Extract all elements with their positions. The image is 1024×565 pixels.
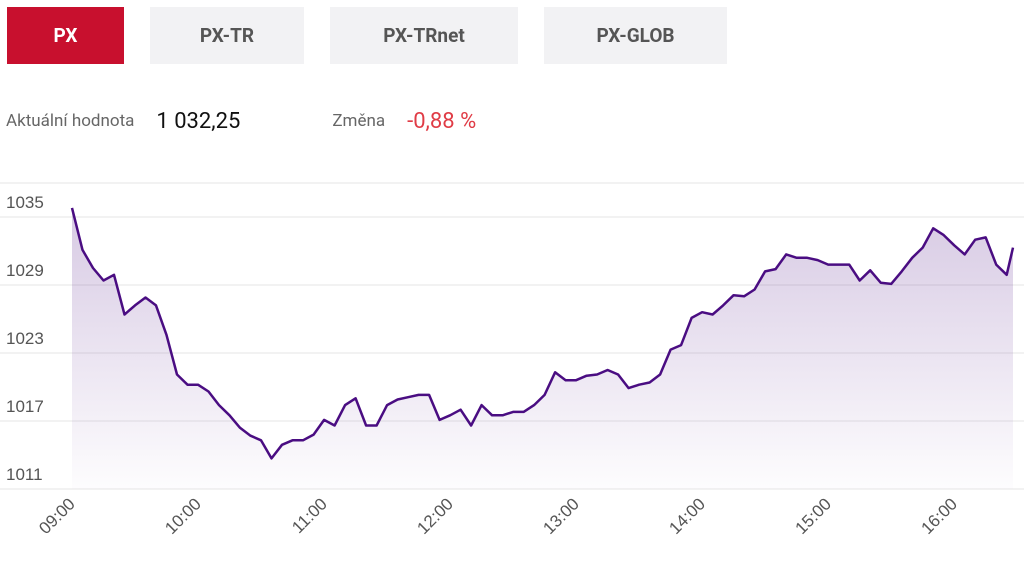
x-tick-label: 11:00	[288, 494, 331, 537]
tab[interactable]: PX-TR	[150, 7, 304, 64]
tab[interactable]: PX-TRnet	[330, 7, 518, 64]
stat-label: Aktuální hodnota	[6, 111, 135, 131]
x-tick-label: 15:00	[791, 494, 835, 538]
stat-value: -0,88 %	[407, 108, 477, 134]
y-tick-label: 1023	[6, 329, 44, 348]
y-tick-label: 1017	[6, 397, 44, 416]
area	[72, 207, 1013, 489]
y-tick-label: 1029	[6, 261, 44, 280]
stat-label: Změna	[332, 111, 386, 131]
x-tick-label: 16:00	[917, 494, 961, 538]
x-tick-label: 14:00	[665, 494, 709, 538]
stats: Aktuální hodnota 1 032,25 Změna -0,88 %	[6, 104, 476, 138]
stat-value: 1 032,25	[156, 108, 241, 134]
x-tick-label: 13:00	[539, 494, 583, 538]
tab[interactable]: PX	[7, 7, 124, 64]
y-tick-label: 1011	[6, 465, 43, 484]
x-tick-label: 12:00	[413, 494, 457, 538]
tab-bar: PX PX-TR PX-TRnet PX-GLOB	[7, 7, 753, 64]
y-tick-label: 1035	[6, 193, 44, 212]
x-tick-label: 09:00	[35, 494, 79, 538]
x-tick-label: 10:00	[161, 494, 205, 538]
line	[70, 207, 1015, 460]
tab[interactable]: PX-GLOB	[544, 7, 727, 64]
